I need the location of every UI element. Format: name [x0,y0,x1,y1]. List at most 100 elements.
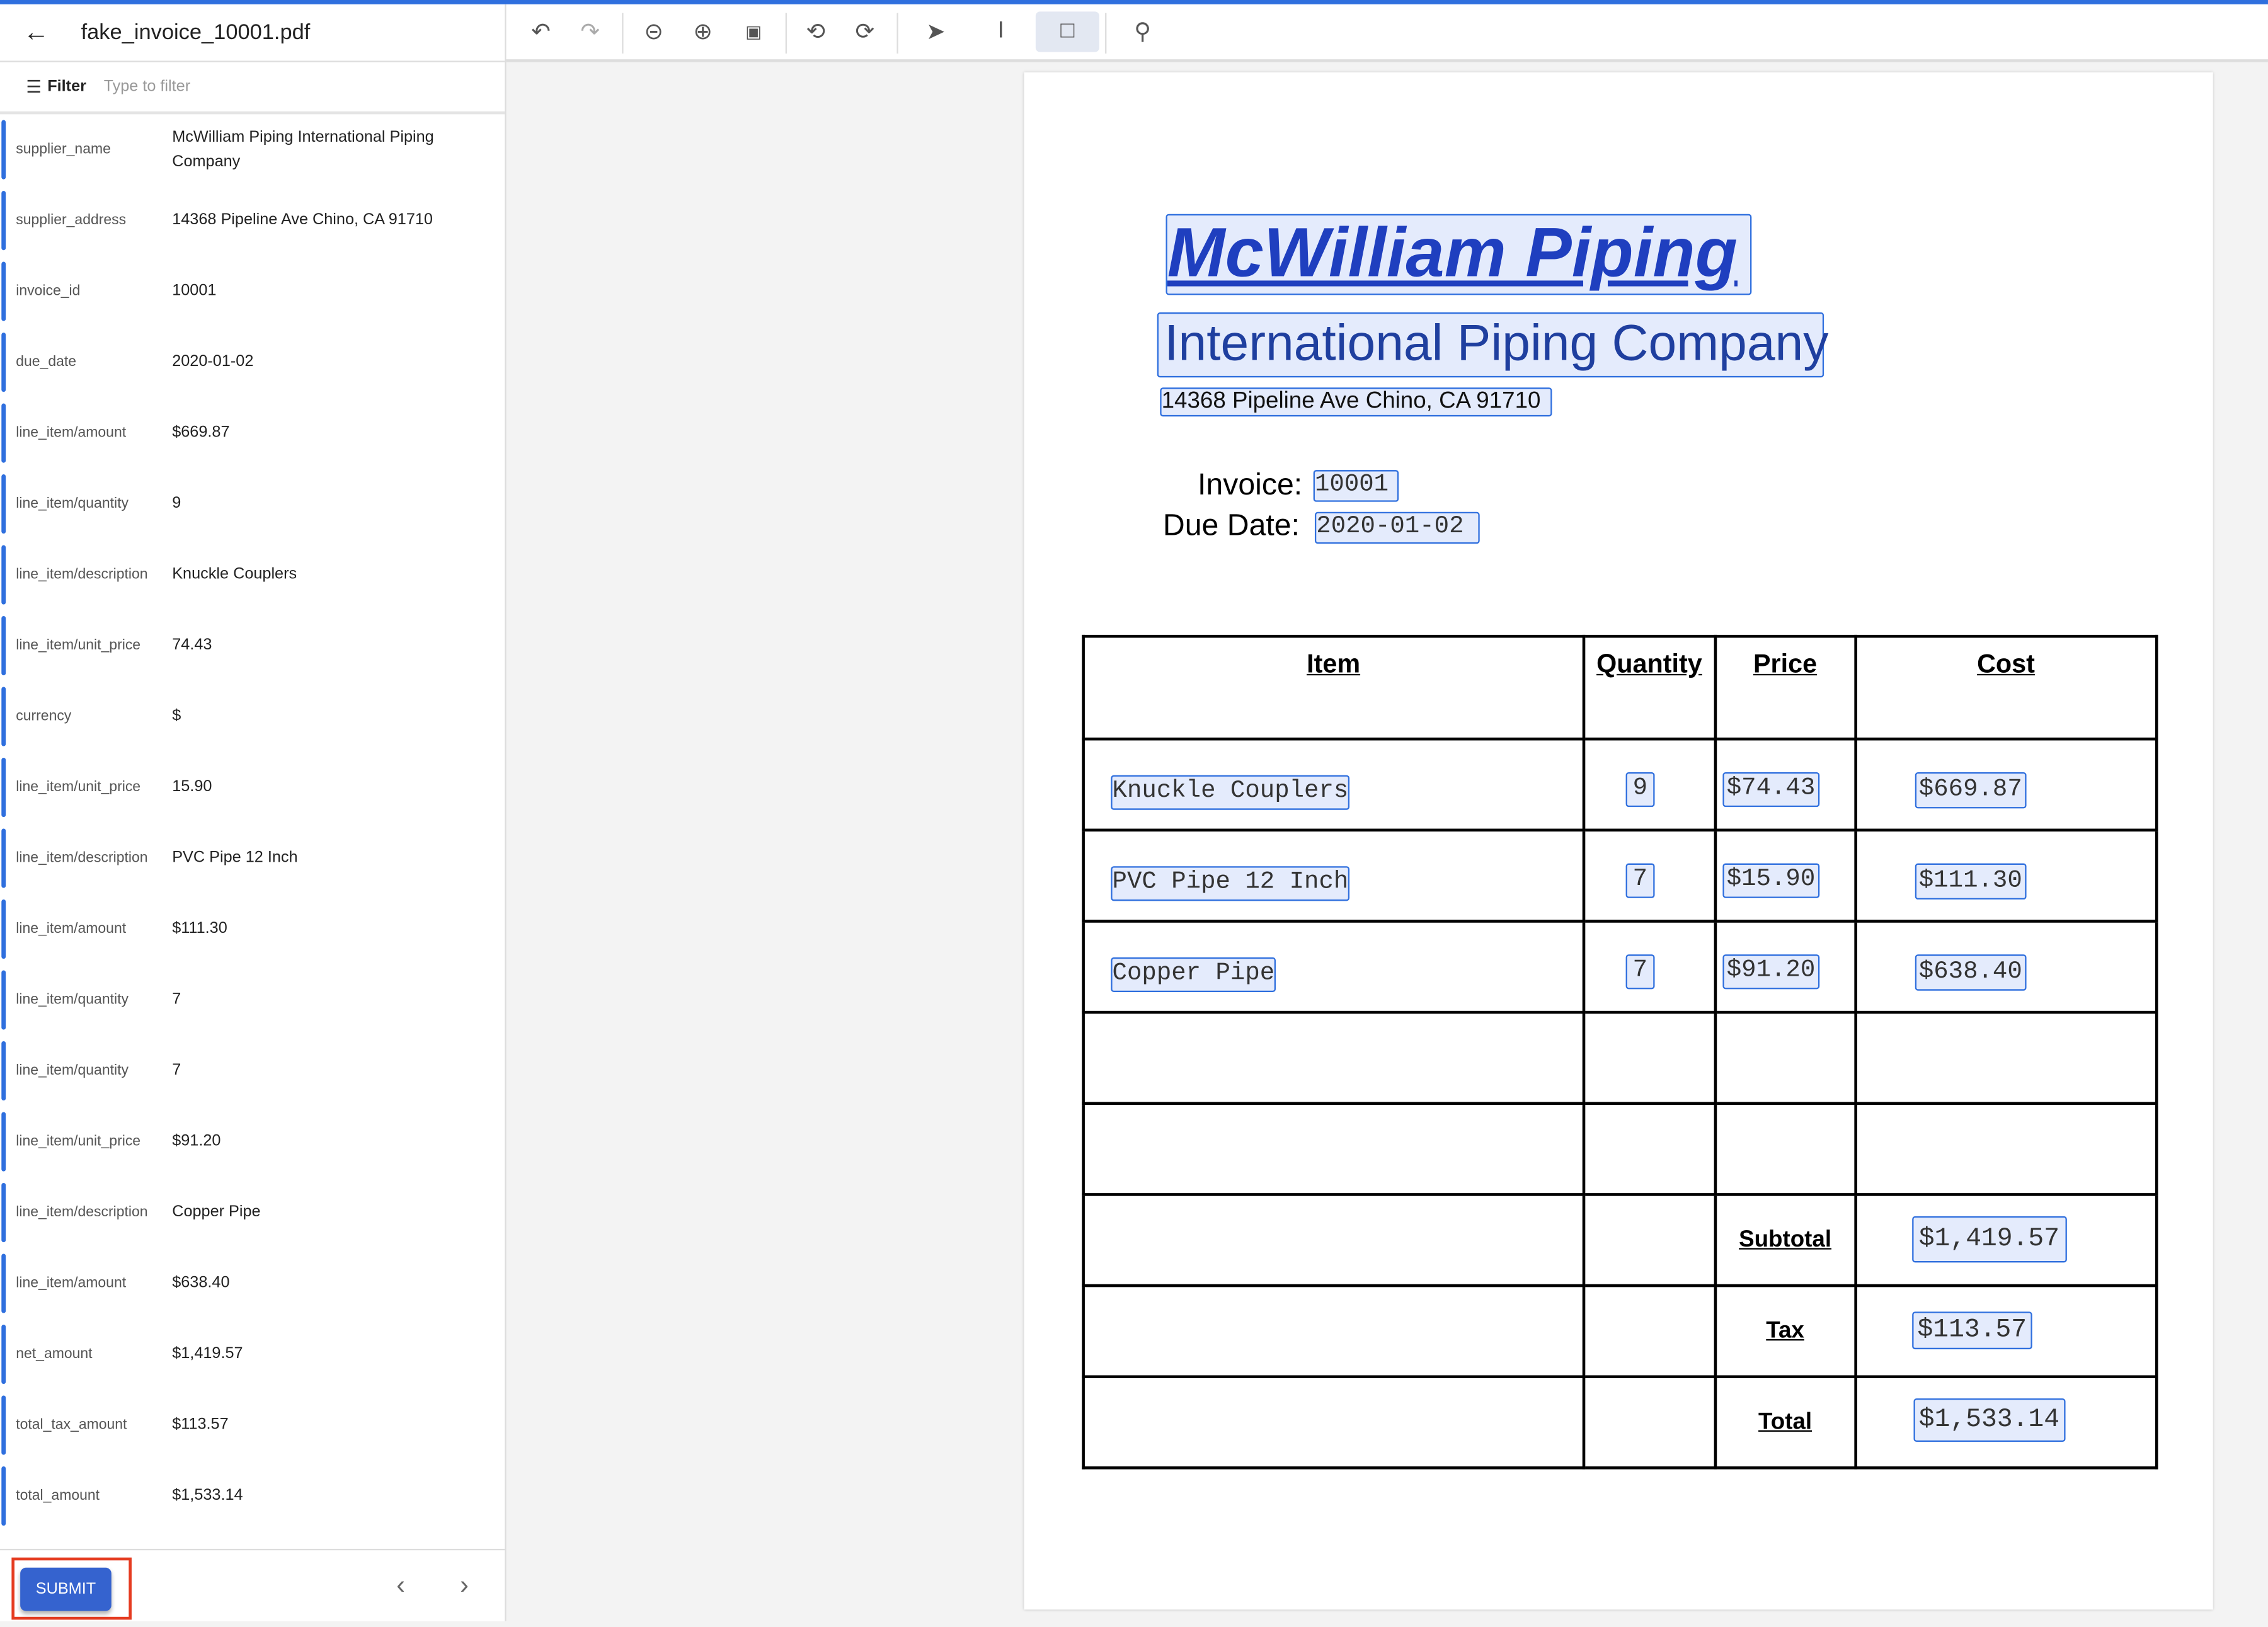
item-price[interactable]: $74.43 [1722,772,1820,808]
subtotal-label: Subtotal [1714,1193,1857,1287]
field-row[interactable]: line_item/description Knuckle Couplers [0,539,505,610]
field-key: line_item/amount [16,921,127,937]
field-key: total_amount [16,1488,100,1504]
field-row[interactable]: line_item/unit_price 74.43 [0,610,505,681]
annotation-box[interactable]: International Piping Company [1157,312,1828,378]
item-cost[interactable]: $638.40 [1914,954,2027,991]
field-marker [1,191,6,251]
redo-icon[interactable]: ↷ [580,20,600,45]
subtotal-value[interactable]: $1,419.57 [1911,1216,2067,1263]
field-marker [1,828,6,888]
filter-icon[interactable]: ☰ [26,76,42,97]
field-value[interactable]: 74.43 [172,636,212,654]
field-value[interactable]: 14368 Pipeline Ave Chino, CA 91710 [172,211,433,229]
top-accent-bar [0,0,2268,4]
field-value[interactable]: 2020-01-02 [172,353,254,370]
field-marker [1,403,6,463]
search-icon[interactable]: ⚲ [1134,20,1152,45]
item-quantity[interactable]: 9 [1625,772,1655,808]
field-value[interactable]: $113.57 [172,1415,229,1434]
field-row[interactable]: due_date 2020-01-02 [0,327,505,397]
field-value[interactable]: 7 [172,990,181,1008]
field-key: line_item/amount [16,1275,127,1292]
field-row[interactable]: line_item/amount $669.87 [0,397,505,468]
tax-value[interactable]: $113.57 [1911,1311,2033,1350]
item-description[interactable]: Copper Pipe [1111,957,1276,992]
field-value[interactable]: 7 [172,1061,181,1079]
chevron-right-icon[interactable]: › [460,1570,469,1600]
field-value[interactable]: $1,419.57 [172,1345,243,1362]
field-row[interactable]: line_item/quantity 7 [0,964,505,1035]
item-description[interactable]: Knuckle Couplers [1111,775,1350,810]
text-select-icon[interactable]: I [997,18,1004,43]
field-value[interactable]: Knuckle Couplers [172,565,297,583]
tax-label: Tax [1714,1284,1857,1378]
field-row[interactable]: line_item/description PVC Pipe 12 Inch [0,823,505,893]
field-value[interactable]: 10001 [172,282,217,300]
field-value[interactable]: $638.40 [172,1274,230,1292]
field-row[interactable]: net_amount $1,419.57 [0,1319,505,1390]
field-row[interactable]: line_item/quantity 9 [0,469,505,539]
field-row[interactable]: line_item/amount $638.40 [0,1248,505,1318]
field-value[interactable]: $91.20 [172,1132,221,1150]
line-item-row: Knuckle Couplers 9 $74.43 $669.87 [1082,737,2158,832]
field-value[interactable]: 9 [172,494,181,512]
item-cost[interactable]: $669.87 [1914,772,2027,809]
arrow-left-icon[interactable]: ← [23,17,50,47]
pointer-icon[interactable]: ➤ [926,20,946,45]
annotation-box[interactable]: 14368 Pipeline Ave Chino, CA 91710 [1160,387,1552,417]
field-value[interactable]: $111.30 [172,920,227,937]
field-row[interactable]: line_item/unit_price 15.90 [0,752,505,823]
zoom-in-icon[interactable]: ⊕ [693,20,713,45]
item-description[interactable]: PVC Pipe 12 Inch [1111,866,1350,901]
filter-input[interactable] [100,76,396,97]
field-key: line_item/unit_price [16,1133,141,1150]
panel-header: ← fake_invoice_10001.pdf [0,4,505,62]
field-row[interactable]: total_amount $1,533.14 [0,1461,505,1531]
field-row[interactable]: line_item/unit_price $91.20 [0,1106,505,1177]
field-marker [1,1395,6,1455]
field-key: line_item/quantity [16,496,129,512]
field-row[interactable]: total_tax_amount $113.57 [0,1390,505,1460]
field-row[interactable]: currency $ [0,681,505,751]
viewer-toolbar: ↶ ↷ ⊝ ⊕ ▣ ⟲ ⟳ ➤ I □ ⚲ [506,4,2268,62]
item-price[interactable]: $91.20 [1722,954,1820,990]
field-marker [1,1253,6,1313]
field-row[interactable]: line_item/quantity 7 [0,1036,505,1106]
fit-page-icon[interactable]: ▣ [745,21,762,42]
box-select-icon[interactable]: □ [1035,11,1099,52]
field-row[interactable]: supplier_name McWilliam Piping Internati… [0,114,505,185]
due-date-value[interactable]: 2020-01-02 [1314,511,1480,544]
invoice-title: McWilliam Piping [1167,215,1738,292]
annotation-box[interactable]: McWilliam Piping [1166,214,1752,295]
field-marker [1,1325,6,1384]
field-row[interactable]: line_item/description Copper Pipe [0,1177,505,1248]
field-row[interactable]: invoice_id 10001 [0,256,505,326]
field-value[interactable]: $ [172,707,181,725]
item-quantity[interactable]: 7 [1625,863,1655,898]
field-value[interactable]: 15.90 [172,778,212,796]
line-item-row: PVC Pipe 12 Inch 7 $15.90 $111.30 [1082,828,2158,923]
field-row[interactable]: line_item/amount $111.30 [0,894,505,964]
undo-icon[interactable]: ↶ [531,20,551,45]
field-value[interactable]: Copper Pipe [172,1203,261,1221]
item-cost[interactable]: $111.30 [1914,863,2027,900]
invoice-number[interactable]: 10001 [1313,470,1399,502]
divider [622,13,624,54]
field-marker [1,758,6,818]
chevron-left-icon[interactable]: ‹ [396,1570,405,1600]
field-marker [1,545,6,605]
item-price[interactable]: $15.90 [1722,863,1820,898]
field-value[interactable]: PVC Pipe 12 Inch [172,848,298,867]
item-quantity[interactable]: 7 [1625,954,1655,990]
rotate-left-icon[interactable]: ⟲ [806,20,826,45]
field-value[interactable]: $1,533.14 [172,1487,243,1504]
total-value[interactable]: $1,533.14 [1913,1398,2066,1442]
field-row[interactable]: supplier_address 14368 Pipeline Ave Chin… [0,185,505,256]
rotate-right-icon[interactable]: ⟳ [855,20,875,45]
column-header-item: Item [1082,634,1585,741]
field-value[interactable]: $669.87 [172,423,230,442]
zoom-out-icon[interactable]: ⊝ [644,20,664,45]
field-value[interactable]: McWilliam Piping International Piping Co… [172,128,434,170]
submit-button[interactable]: SUBMIT [20,1567,112,1611]
